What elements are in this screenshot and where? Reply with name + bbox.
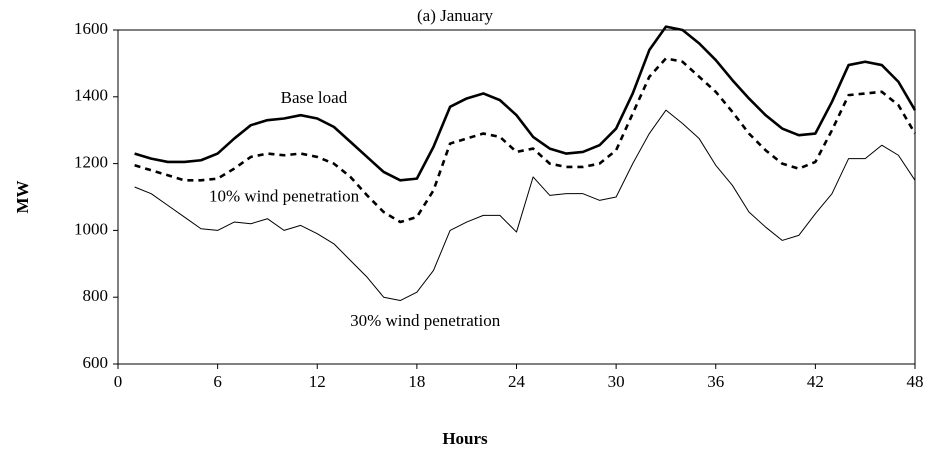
x-tick-label: 42: [807, 372, 824, 391]
x-tick-label: 48: [907, 372, 924, 391]
y-tick-label: 1000: [74, 219, 108, 238]
chart-title: (a) January: [417, 6, 493, 25]
x-tick-label: 6: [213, 372, 222, 391]
x-tick-label: 30: [608, 372, 625, 391]
series-line: [134, 57, 917, 224]
y-tick-label: 800: [83, 286, 109, 305]
series-line: [134, 109, 916, 302]
series-label: 10% wind penetration: [209, 187, 360, 206]
x-axis-label: Hours: [442, 429, 488, 448]
y-tick-label: 1200: [74, 153, 108, 172]
y-tick-label: 1400: [74, 86, 108, 105]
y-axis-label: MW: [13, 180, 32, 213]
series-label: 30% wind penetration: [350, 311, 501, 330]
series-line: [134, 25, 917, 182]
x-tick-label: 36: [707, 372, 724, 391]
x-tick-label: 24: [508, 372, 526, 391]
x-tick-label: 0: [114, 372, 123, 391]
y-tick-label: 1600: [74, 19, 108, 38]
x-tick-label: 12: [309, 372, 326, 391]
x-tick-label: 18: [408, 372, 425, 391]
y-tick-label: 600: [83, 353, 109, 372]
series-label: Base load: [281, 88, 348, 107]
